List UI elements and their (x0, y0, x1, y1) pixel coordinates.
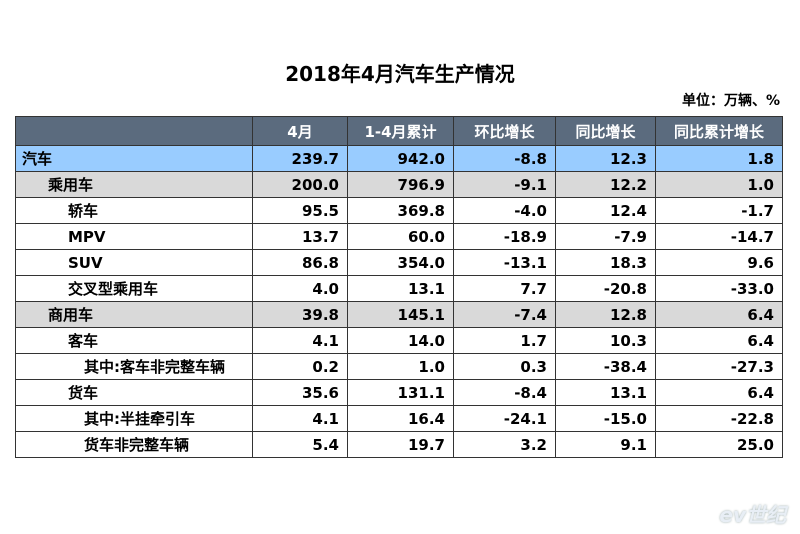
cell: -13.1 (453, 249, 556, 276)
cell: 145.1 (347, 301, 454, 328)
cell: -24.1 (453, 405, 556, 432)
row-label: 其中:客车非完整车辆 (15, 353, 253, 380)
header-cell: 1-4月累计 (347, 116, 454, 146)
cell: 12.3 (555, 145, 656, 172)
row-label: 其中:半挂牵引车 (15, 405, 253, 432)
cell: 16.4 (347, 405, 454, 432)
cell: 6.4 (655, 301, 783, 328)
cell: -15.0 (555, 405, 656, 432)
header-cell: 4月 (252, 116, 348, 146)
cell: -9.1 (453, 171, 556, 198)
cell: 25.0 (655, 431, 783, 458)
cell: 18.3 (555, 249, 656, 276)
cell: 942.0 (347, 145, 454, 172)
row-label: 轿车 (15, 197, 253, 224)
cell: 239.7 (252, 145, 348, 172)
cell: -33.0 (655, 275, 783, 302)
cell: 95.5 (252, 197, 348, 224)
watermark: ev世纪 (719, 503, 786, 527)
table-row: MPV 13.7 60.0 -18.9 -7.9 -14.7 (15, 223, 783, 250)
cell: -20.8 (555, 275, 656, 302)
header-cell: 同比累计增长 (655, 116, 783, 146)
cell: 369.8 (347, 197, 454, 224)
cell: 12.2 (555, 171, 656, 198)
cell: 60.0 (347, 223, 454, 250)
row-label: 汽车 (15, 145, 253, 172)
cell: 13.1 (347, 275, 454, 302)
row-label: 客车 (15, 327, 253, 354)
cell: 4.1 (252, 327, 348, 354)
cell: -7.9 (555, 223, 656, 250)
table: 4月 1-4月累计 环比增长 同比增长 同比累计增长 汽车 239.7 942.0 -8.8 1… (15, 116, 783, 458)
cell: 9.6 (655, 249, 783, 276)
cell: 6.4 (655, 379, 783, 406)
cell: 12.4 (555, 197, 656, 224)
cell: 35.6 (252, 379, 348, 406)
cell: 0.3 (453, 353, 556, 380)
cell: 14.0 (347, 327, 454, 354)
table-row: SUV 86.8 354.0 -13.1 18.3 9.6 (15, 249, 783, 276)
cell: -4.0 (453, 197, 556, 224)
cell: 3.2 (453, 431, 556, 458)
cell: 0.2 (252, 353, 348, 380)
cell: 39.8 (252, 301, 348, 328)
cell: 6.4 (655, 327, 783, 354)
cell: 19.7 (347, 431, 454, 458)
row-label: SUV (15, 249, 253, 276)
cell: 1.0 (347, 353, 454, 380)
table-row: 客车 4.1 14.0 1.7 10.3 6.4 (15, 327, 783, 354)
cell: 4.1 (252, 405, 348, 432)
table-row: 轿车 95.5 369.8 -4.0 12.4 -1.7 (15, 197, 783, 224)
header-row: 4月 1-4月累计 环比增长 同比增长 同比累计增长 (15, 116, 783, 146)
cell: 13.7 (252, 223, 348, 250)
cell: 86.8 (252, 249, 348, 276)
cell: -22.8 (655, 405, 783, 432)
row-label: 乘用车 (15, 171, 253, 198)
table-row: 其中:半挂牵引车 4.1 16.4 -24.1 -15.0 -22.8 (15, 405, 783, 432)
cell: 12.8 (555, 301, 656, 328)
table-row: 乘用车 200.0 796.9 -9.1 12.2 1.0 (15, 171, 783, 198)
table-row: 交叉型乘用车 4.0 13.1 7.7 -20.8 -33.0 (15, 275, 783, 302)
cell: -14.7 (655, 223, 783, 250)
table-row: 汽车 239.7 942.0 -8.8 12.3 1.8 (15, 145, 783, 172)
cell: 354.0 (347, 249, 454, 276)
table-row: 商用车 39.8 145.1 -7.4 12.8 6.4 (15, 301, 783, 328)
cell: 5.4 (252, 431, 348, 458)
cell: 4.0 (252, 275, 348, 302)
row-label: 货车 (15, 379, 253, 406)
cell: 1.8 (655, 145, 783, 172)
table-row: 货车非完整车辆 5.4 19.7 3.2 9.1 25.0 (15, 431, 783, 458)
cell: 10.3 (555, 327, 656, 354)
cell: 1.0 (655, 171, 783, 198)
cell: -8.8 (453, 145, 556, 172)
cell: 13.1 (555, 379, 656, 406)
row-label: 货车非完整车辆 (15, 431, 253, 458)
cell: -8.4 (453, 379, 556, 406)
cell: 7.7 (453, 275, 556, 302)
cell: 131.1 (347, 379, 454, 406)
cell: -18.9 (453, 223, 556, 250)
cell: 796.9 (347, 171, 454, 198)
cell: -27.3 (655, 353, 783, 380)
header-cell: 环比增长 (453, 116, 556, 146)
table-body: 汽车 239.7 942.0 -8.8 12.3 1.8 乘用车 200.0 796.9 -9.1… (15, 145, 783, 458)
row-label: 商用车 (15, 301, 253, 328)
table-row: 货车 35.6 131.1 -8.4 13.1 6.4 (15, 379, 783, 406)
cell: -1.7 (655, 197, 783, 224)
cell: -38.4 (555, 353, 656, 380)
cell: 1.7 (453, 327, 556, 354)
cell: -7.4 (453, 301, 556, 328)
header-cell (15, 116, 253, 146)
header-cell: 同比增长 (555, 116, 656, 146)
title: 2018年4月汽车生产情况 (285, 62, 515, 86)
row-label: MPV (15, 223, 253, 250)
unit: 单位：万辆、% (681, 93, 780, 109)
cell: 9.1 (555, 431, 656, 458)
row-label: 交叉型乘用车 (15, 275, 253, 302)
table-row: 其中:客车非完整车辆 0.2 1.0 0.3 -38.4 -27.3 (15, 353, 783, 380)
cell: 200.0 (252, 171, 348, 198)
